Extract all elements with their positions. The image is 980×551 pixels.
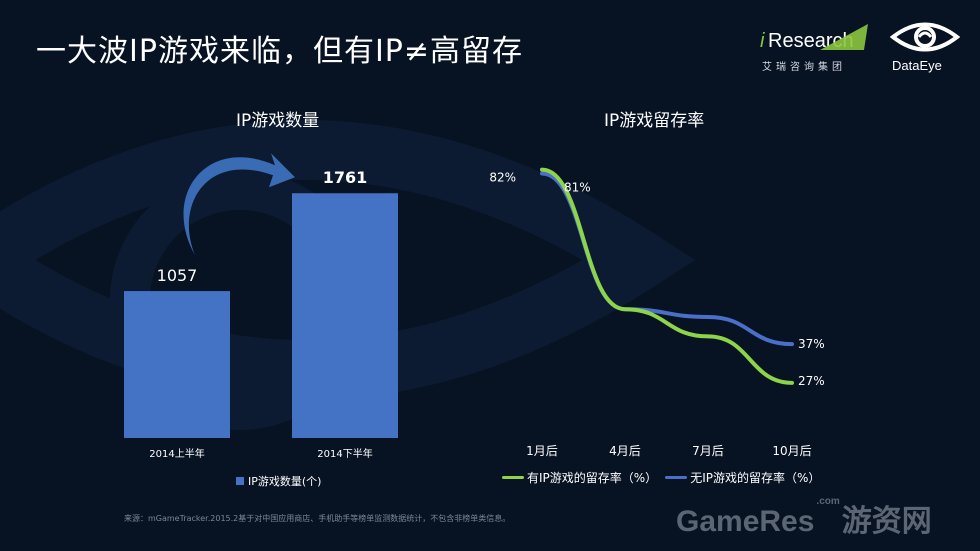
series-line-non-ip [540, 171, 794, 347]
legend-item-non-ip: 无IP游戏的留存率（%） [665, 469, 820, 486]
page-title: 一大波IP游戏来临，但有IP≠高留存 [36, 34, 524, 69]
data-label-ip-start: 82% [490, 171, 516, 185]
x-tick-label: 1月后 [526, 444, 558, 458]
data-label-ip-end: 27% [798, 374, 825, 388]
iresearch-logo: i Research 艾瑞咨询集团 [758, 22, 870, 74]
bar-2014上半年 [124, 291, 230, 438]
bar-legend-label: IP游戏数量(个) [248, 475, 322, 488]
bar-chart: 1057 2014上半年 1761 2014下半年 [124, 153, 398, 460]
line-chart-legend: 有IP游戏的留存率（%） 无IP游戏的留存率（%） [502, 469, 820, 486]
legend-stroke-ip [502, 476, 524, 479]
data-label-non-ip-end: 37% [798, 337, 825, 351]
source-note: 来源：mGameTracker.2015.2基于对中国应用商店、手机助手等榜单监… [124, 514, 511, 523]
growth-arrow-icon [183, 153, 295, 256]
legend-label-ip: 有IP游戏的留存率（%） [527, 471, 658, 485]
x-tick-label: 7月后 [692, 444, 724, 458]
data-label-non-ip-start: 81% [564, 181, 591, 195]
legend-stroke-non-ip [665, 476, 688, 479]
x-tick-label: 10月后 [772, 444, 811, 458]
bar-value-label: 1761 [323, 168, 368, 187]
iresearch-logo-subtitle: 艾瑞咨询集团 [762, 62, 846, 73]
dataeye-eye-icon [890, 22, 960, 52]
line-chart: 82% 81% 37% 27% 1月后 4月后 7月后 10月后 [490, 167, 825, 458]
watermark-cn: 游资网 [841, 505, 932, 538]
bar-legend-swatch [236, 477, 244, 485]
line-chart-title: IP游戏留存率 [604, 111, 705, 131]
dataeye-logo-word: DataEye [892, 58, 942, 73]
gameres-watermark: GameRes.com游资网 [676, 496, 932, 540]
legend-label-non-ip: 无IP游戏的留存率（%） [690, 471, 821, 485]
bar-2014下半年 [292, 193, 398, 438]
bar-chart-legend: IP游戏数量(个) [236, 473, 321, 489]
bar-category-label: 2014下半年 [317, 447, 372, 460]
legend-item-ip: 有IP游戏的留存率（%） [502, 469, 657, 486]
iresearch-logo-i: i [760, 30, 765, 52]
bar-chart-title: IP游戏数量 [236, 111, 320, 131]
x-tick-label: 4月后 [609, 444, 641, 458]
dataeye-logo: DataEye [886, 18, 966, 78]
iresearch-swoosh-icon [820, 24, 868, 50]
bar-value-label: 1057 [157, 266, 198, 285]
watermark-main: GameRes [676, 505, 815, 538]
bar-category-label: 2014上半年 [149, 447, 204, 460]
watermark-com: .com [816, 496, 840, 507]
series-line-ip [540, 167, 794, 385]
